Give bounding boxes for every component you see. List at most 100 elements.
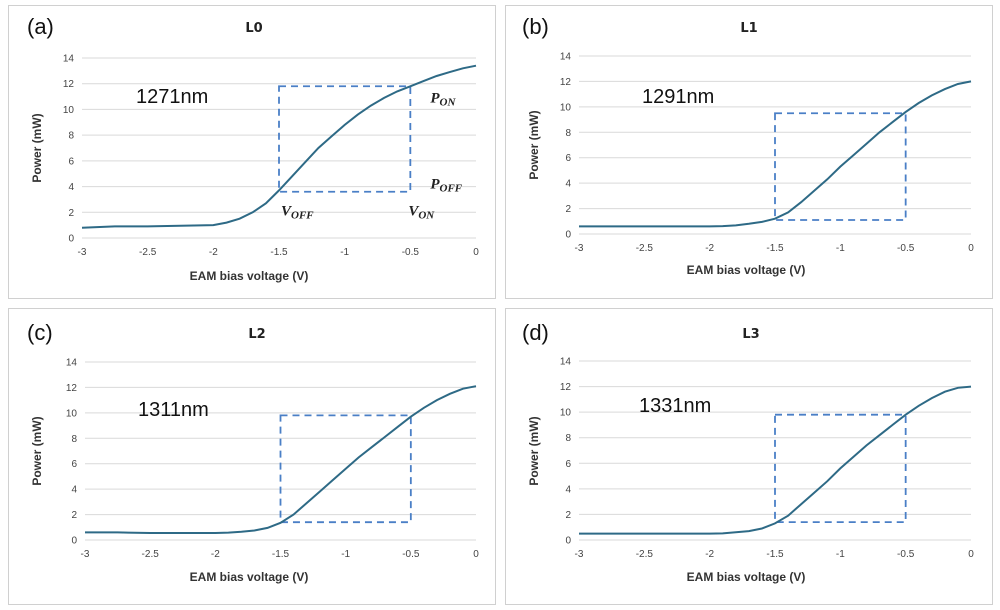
y-axis-label: Power (mW) (30, 113, 44, 182)
y-tick-label: 10 (63, 105, 75, 116)
x-tick-label: -3 (575, 549, 584, 560)
wavelength-label: 1331nm (639, 395, 711, 417)
x-tick-label: 0 (473, 549, 479, 560)
x-tick-label: -1.5 (272, 549, 290, 560)
y-tick-label: 8 (565, 433, 571, 444)
chart-title: L1 (740, 21, 757, 36)
p-off-annotation-main: P (430, 177, 440, 193)
y-tick-label: 10 (560, 102, 572, 113)
x-axis-label: EAM bias voltage (V) (190, 269, 309, 283)
x-axis-label: EAM bias voltage (V) (687, 263, 806, 277)
x-tick-label: -2.5 (142, 549, 160, 560)
y-tick-label: 4 (565, 179, 571, 190)
x-tick-label: -0.5 (402, 549, 420, 560)
v-off-annotation-main: V (281, 204, 293, 220)
x-tick-label: -1 (340, 247, 349, 258)
y-axis-label: Power (mW) (527, 416, 541, 485)
p-on-annotation-sub: ON (440, 96, 457, 108)
x-tick-label: -1 (836, 549, 845, 560)
x-tick-label: -2.5 (139, 247, 157, 258)
panel-label: (a) (27, 14, 54, 39)
v-off-annotation-sub: OFF (291, 210, 314, 222)
chart-svg-b: 0 2 4 6 8 10 12 14 -3 -2.5 -2 -1.5 -1 -0.5 0 EAM bias v… (522, 14, 974, 277)
chart-title: L0 (245, 21, 262, 36)
wavelength-label: 1271nm (136, 86, 208, 108)
y-tick-label: 2 (565, 510, 571, 521)
y-tick-label: 14 (63, 54, 75, 65)
chart-panel-a: 0 2 4 6 8 10 12 14 -3 -2.5 -2 -1.5 -1 -0.5 0 EAM bias v… (8, 5, 496, 299)
y-axis-label: Power (mW) (527, 110, 541, 179)
chart-svg-d: 0 2 4 6 8 10 12 14 -3 -2.5 -2 -1.5 -1 -0.5 0 EAM bias v… (522, 320, 974, 584)
wavelength-label: 1291nm (642, 86, 714, 108)
y-tick-label: 8 (71, 434, 77, 445)
v-on-annotation-main: V (408, 204, 420, 220)
y-tick-label: 12 (63, 79, 75, 90)
y-tick-label: 4 (71, 485, 77, 496)
y-tick-label: 12 (560, 77, 572, 88)
y-axis-label: Power (mW) (30, 416, 44, 485)
p-off-annotation-sub: OFF (440, 183, 463, 195)
chart-svg-a: 0 2 4 6 8 10 12 14 -3 -2.5 -2 -1.5 -1 -0.5 0 EAM bias v… (27, 14, 479, 283)
x-tick-label: -0.5 (402, 247, 420, 258)
y-tick-label: 10 (66, 408, 78, 419)
on-off-box (774, 413, 907, 523)
chart-svg-c: 0 2 4 6 8 10 12 14 -3 -2.5 -2 -1.5 -1 -0.5 0 EAM bias v… (27, 320, 479, 584)
y-tick-label: 6 (68, 156, 74, 167)
panel-label: (d) (522, 320, 549, 345)
panel-label: (b) (522, 14, 549, 39)
x-tick-label: -3 (78, 247, 87, 258)
x-tick-label: -2 (209, 247, 218, 258)
on-off-box (278, 85, 412, 193)
power-curve (579, 385, 972, 535)
x-tick-label: -3 (575, 243, 584, 254)
x-tick-label: -0.5 (897, 549, 915, 560)
panel-label: (c) (27, 320, 53, 345)
p-on-annotation-main: P (430, 90, 440, 106)
y-tick-label: 0 (68, 234, 74, 245)
y-tick-label: 4 (68, 182, 74, 193)
x-axis-label: EAM bias voltage (V) (190, 570, 309, 584)
wavelength-label: 1311nm (138, 399, 209, 421)
y-tick-label: 12 (66, 383, 78, 394)
y-tick-label: 14 (66, 358, 78, 369)
x-tick-label: -2.5 (636, 243, 654, 254)
v-on-annotation-sub: ON (418, 210, 435, 222)
y-tick-label: 6 (565, 153, 571, 164)
y-tick-label: 6 (71, 459, 77, 470)
y-tick-label: 2 (565, 204, 571, 215)
p-off-annotation: POFF (430, 177, 462, 195)
x-tick-label: 0 (968, 243, 974, 254)
x-tick-label: -3 (81, 549, 90, 560)
x-tick-label: -1.5 (270, 247, 288, 258)
y-tick-label: 2 (71, 510, 77, 521)
y-tick-label: 14 (560, 357, 572, 368)
x-tick-label: -2 (705, 243, 714, 254)
chart-panel-b: 0 2 4 6 8 10 12 14 -3 -2.5 -2 -1.5 -1 -0.5 0 EAM bias v… (505, 5, 993, 299)
y-tick-label: 0 (565, 230, 571, 241)
power-curve (81, 64, 477, 229)
y-tick-label: 0 (71, 536, 77, 547)
y-tick-label: 6 (565, 459, 571, 470)
v-off-annotation: VOFF (281, 204, 314, 222)
y-tick-label: 8 (68, 131, 74, 142)
x-axis-label: EAM bias voltage (V) (687, 570, 806, 584)
y-tick-label: 4 (565, 484, 571, 495)
y-tick-label: 14 (560, 52, 572, 63)
x-tick-label: -0.5 (897, 243, 915, 254)
p-on-annotation: PON (430, 90, 456, 108)
x-tick-label: -2.5 (636, 549, 654, 560)
chart-panel-d: 0 2 4 6 8 10 12 14 -3 -2.5 -2 -1.5 -1 -0.5 0 EAM bias v… (505, 308, 993, 605)
x-tick-label: -2 (211, 549, 220, 560)
on-off-box (774, 112, 907, 221)
y-tick-label: 8 (565, 128, 571, 139)
y-tick-label: 0 (565, 536, 571, 547)
chart-panel-c: 0 2 4 6 8 10 12 14 -3 -2.5 -2 -1.5 -1 -0.5 0 EAM bias v… (8, 308, 496, 605)
power-curve (85, 385, 477, 534)
y-tick-label: 2 (68, 208, 74, 219)
x-tick-label: -1 (836, 243, 845, 254)
power-curve (579, 80, 972, 228)
x-tick-label: -1.5 (766, 549, 784, 560)
x-tick-label: -2 (705, 549, 714, 560)
y-tick-label: 12 (560, 382, 572, 393)
v-on-annotation: VON (408, 204, 435, 222)
